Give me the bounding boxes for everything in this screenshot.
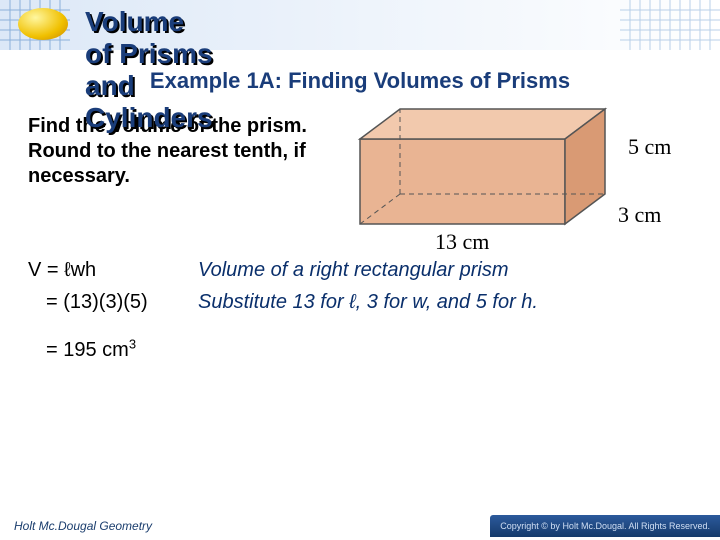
grid-pattern-right — [620, 0, 720, 50]
result-text: = 195 cm — [46, 339, 129, 361]
formula-line-2: = (13)(3)(5) Substitute 13 for ℓ, 3 for … — [28, 286, 692, 318]
footer: Holt Mc.Dougal Geometry Copyright © by H… — [0, 512, 720, 540]
length-label: 13 cm — [435, 229, 489, 254]
formula-line-1: V = ℓwh Volume of a right rectangular pr… — [28, 254, 692, 286]
formula-1-left: V = ℓwh — [28, 254, 198, 286]
width-label: 3 cm — [618, 202, 661, 227]
header: Volume of Prisms and Cylinders Volume of… — [0, 0, 720, 50]
prism-diagram: 5 cm 3 cm 13 cm — [340, 94, 680, 254]
footer-left-text: Holt Mc.Dougal Geometry — [0, 519, 152, 533]
title-text: Volume of Prisms and Cylinders — [85, 6, 213, 134]
height-label: 5 cm — [628, 134, 671, 159]
formula-1-explanation: Volume of a right rectangular prism — [198, 254, 509, 286]
footer-copyright: Copyright © by Holt Mc.Dougal. All Right… — [490, 515, 720, 537]
formula-block: V = ℓwh Volume of a right rectangular pr… — [28, 254, 692, 366]
formula-2-explanation: Substitute 13 for ℓ, 3 for w, and 5 for … — [198, 286, 538, 318]
formula-result: = 195 cm3 — [28, 334, 692, 366]
result-exponent: 3 — [129, 336, 136, 351]
formula-2-left: = (13)(3)(5) — [28, 286, 198, 318]
header-oval-icon — [18, 8, 68, 40]
